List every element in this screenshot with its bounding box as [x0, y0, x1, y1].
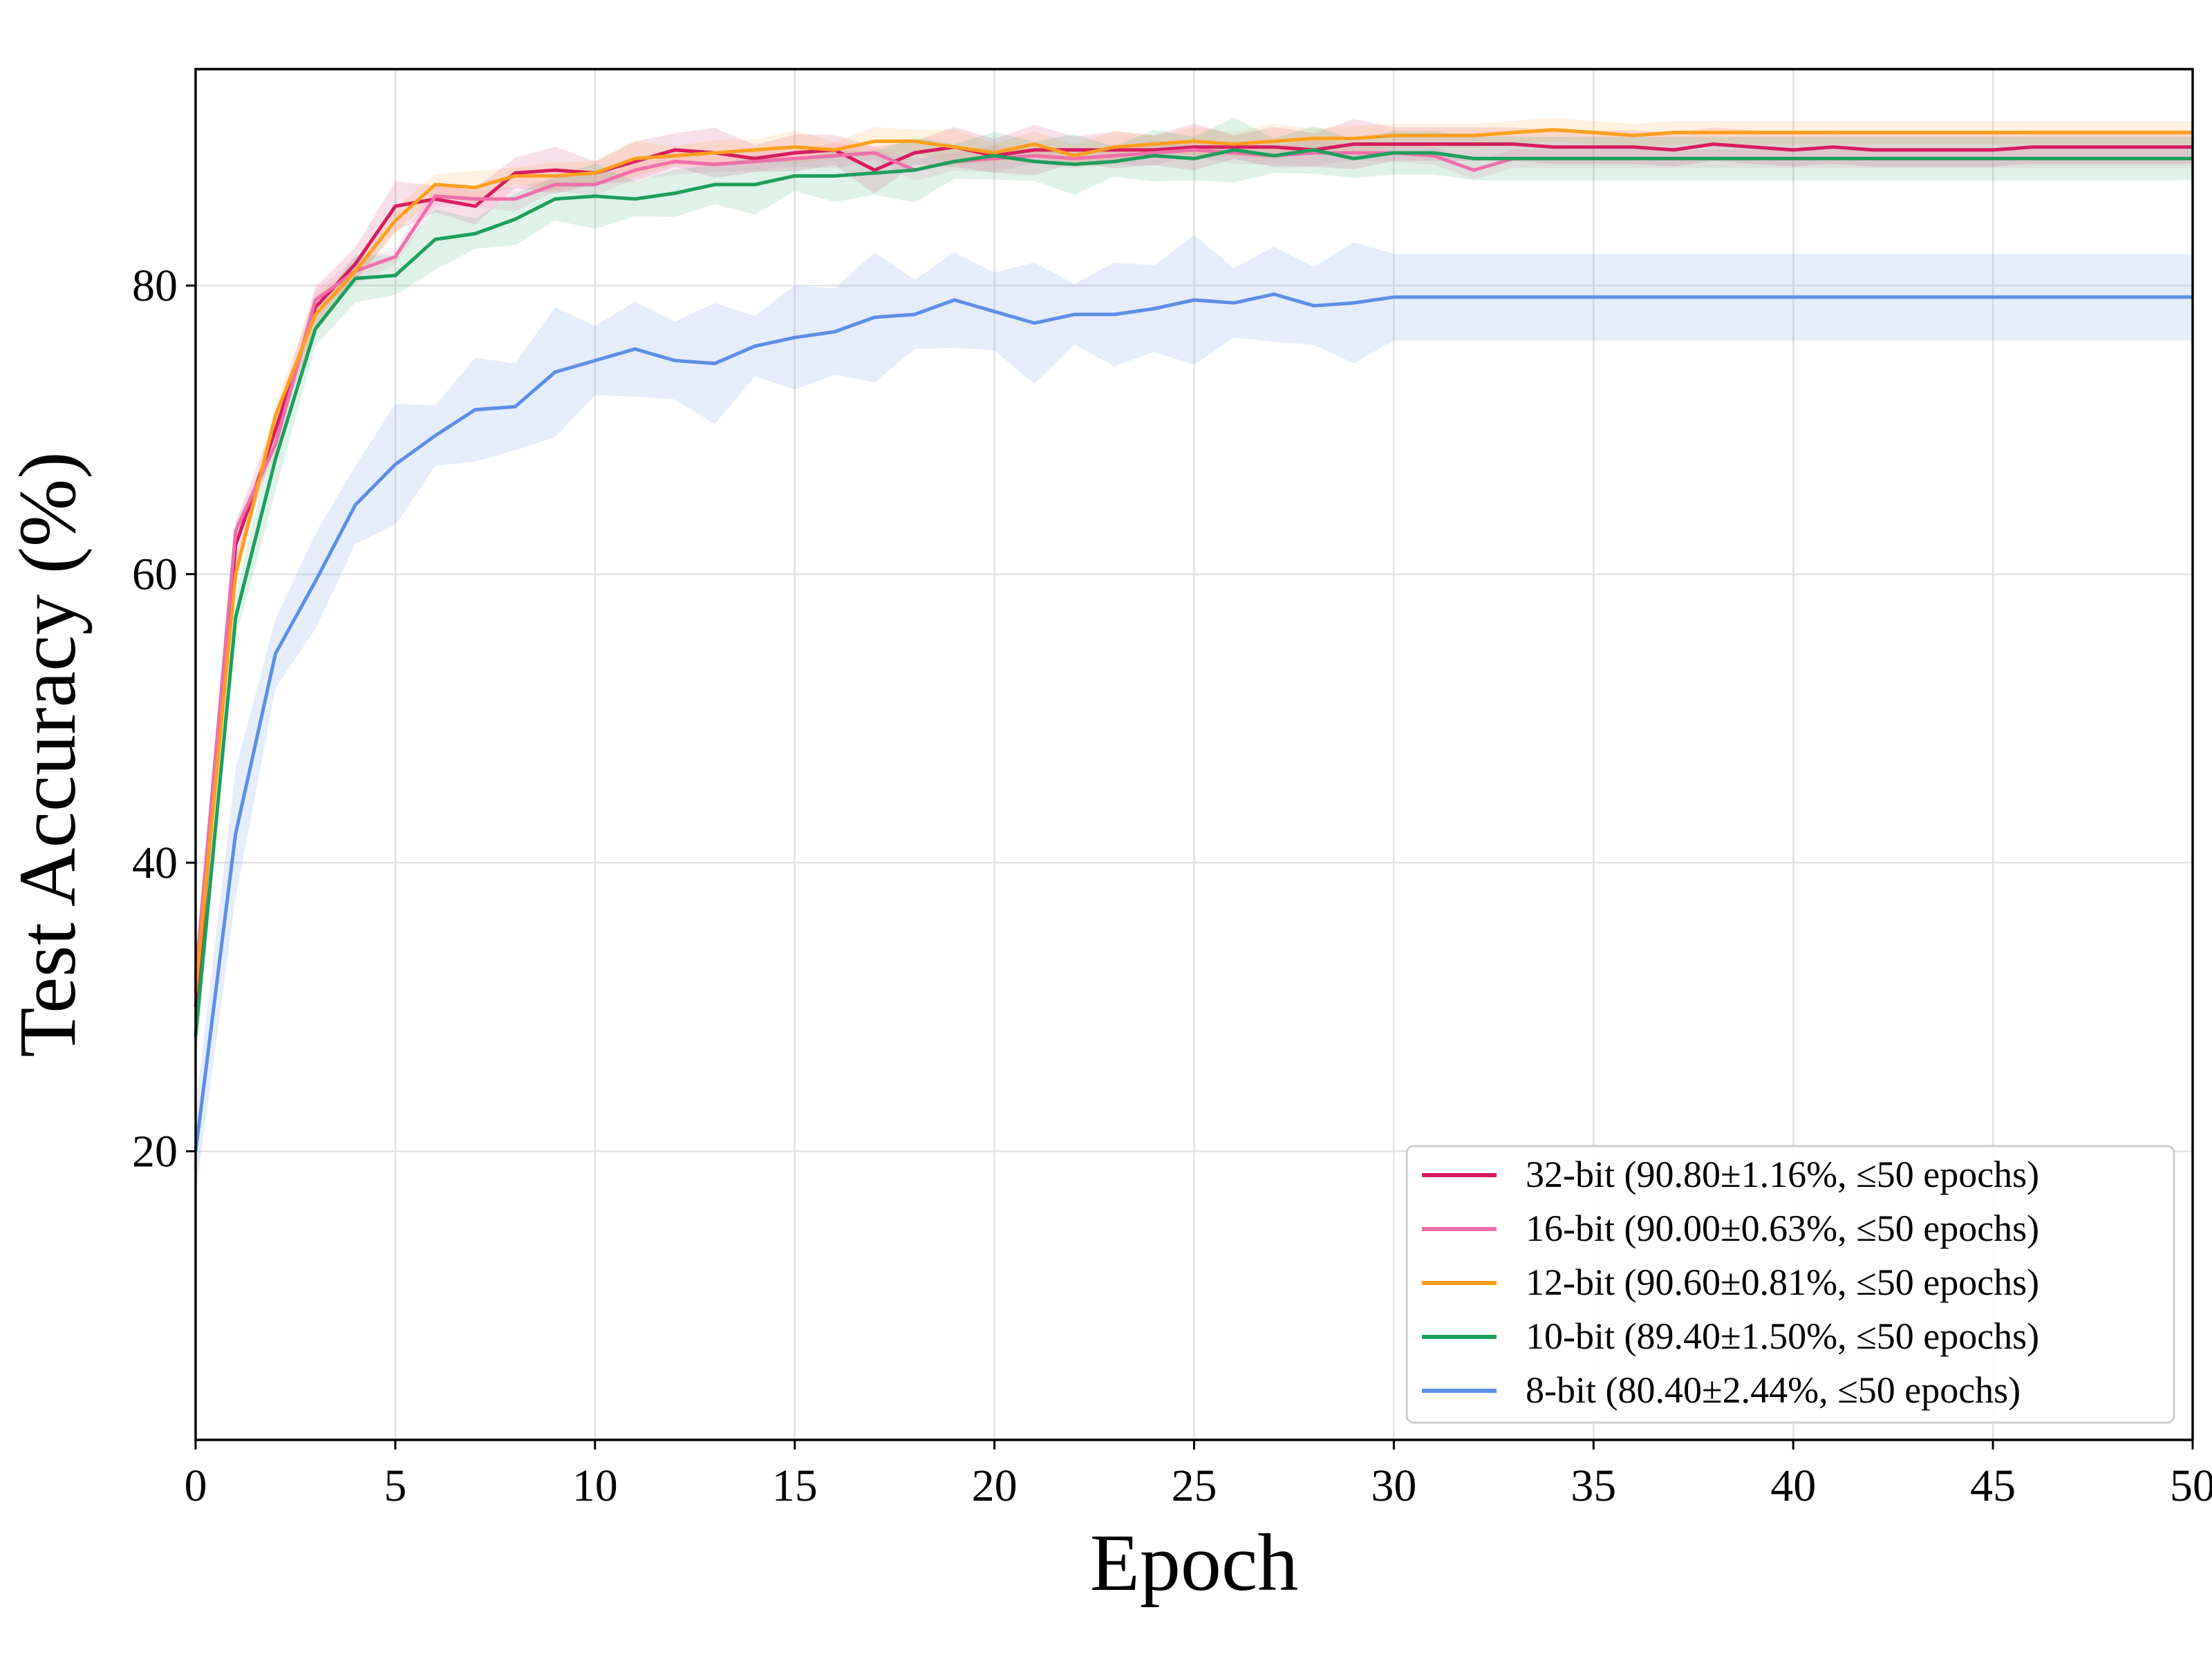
x-tick-label: 0	[185, 1461, 207, 1511]
x-tick-label: 20	[972, 1461, 1018, 1511]
legend-label: 12-bit (90.60±0.81%, ≤50 epochs)	[1526, 1262, 2039, 1303]
legend-label: 16-bit (90.00±0.63%, ≤50 epochs)	[1526, 1208, 2039, 1249]
legend-label: 32-bit (90.80±1.16%, ≤50 epochs)	[1526, 1154, 2039, 1195]
axis-ticks: 0 5 10 15 20 25 30 35 40 45 50 20 40 60 80	[132, 261, 2212, 1511]
y-tick-label: 40	[132, 838, 178, 888]
confidence-band	[196, 235, 2193, 1195]
x-axis-title: Epoch	[1090, 1517, 1298, 1608]
series-line	[194, 148, 2193, 1036]
y-tick-label: 60	[132, 550, 178, 600]
x-tick-label: 35	[1571, 1461, 1616, 1511]
confidence-bands	[196, 117, 2193, 1195]
y-axis-title: Test Accuracy (%)	[2, 451, 93, 1057]
legend-label: 10-bit (89.40±1.50%, ≤50 epochs)	[1526, 1315, 2039, 1357]
series-line	[194, 142, 2193, 1008]
x-tick-label: 10	[572, 1461, 618, 1511]
x-tick-label: 15	[772, 1461, 818, 1511]
series-lines	[194, 128, 2193, 1152]
legend: 32-bit (90.80±1.16%, ≤50 epochs) 16-bit (…	[1405, 1145, 2175, 1424]
x-tick-label: 45	[1970, 1461, 2016, 1511]
x-tick-label: 25	[1172, 1461, 1217, 1511]
series-line	[194, 128, 2193, 993]
x-tick-label: 40	[1770, 1461, 1816, 1511]
x-tick-label: 30	[1371, 1461, 1416, 1511]
y-tick-label: 20	[132, 1127, 178, 1177]
confidence-band	[196, 119, 2193, 1022]
legend-label: 8-bit (80.40±2.44%, ≤50 epochs)	[1526, 1369, 2021, 1411]
series-line	[194, 292, 2193, 1152]
legend-box	[1405, 1145, 2175, 1424]
x-tick-label: 5	[384, 1461, 406, 1511]
y-tick-label: 80	[132, 261, 178, 311]
x-tick-label: 50	[2170, 1461, 2212, 1511]
